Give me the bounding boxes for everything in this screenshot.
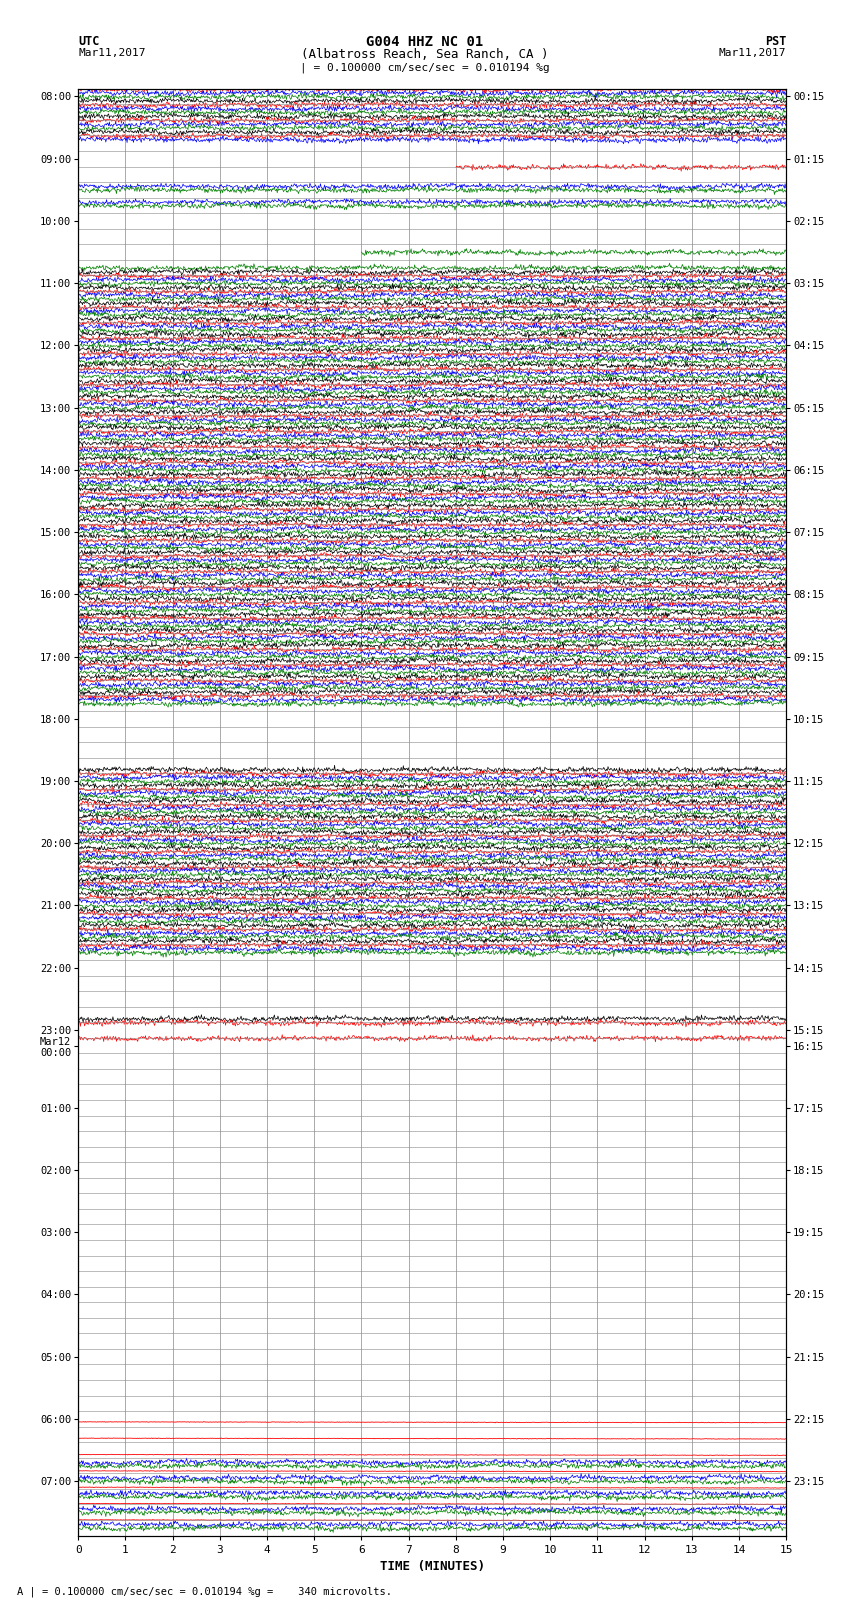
X-axis label: TIME (MINUTES): TIME (MINUTES) — [380, 1560, 484, 1573]
Text: A | = 0.100000 cm/sec/sec = 0.010194 %g =    340 microvolts.: A | = 0.100000 cm/sec/sec = 0.010194 %g … — [17, 1586, 392, 1597]
Text: PST: PST — [765, 35, 786, 48]
Text: UTC: UTC — [78, 35, 99, 48]
Text: (Albatross Reach, Sea Ranch, CA ): (Albatross Reach, Sea Ranch, CA ) — [301, 48, 549, 61]
Text: Mar11,2017: Mar11,2017 — [78, 48, 145, 58]
Text: Mar11,2017: Mar11,2017 — [719, 48, 786, 58]
Text: G004 HHZ NC 01: G004 HHZ NC 01 — [366, 35, 484, 50]
Text: | = 0.100000 cm/sec/sec = 0.010194 %g: | = 0.100000 cm/sec/sec = 0.010194 %g — [300, 63, 550, 74]
